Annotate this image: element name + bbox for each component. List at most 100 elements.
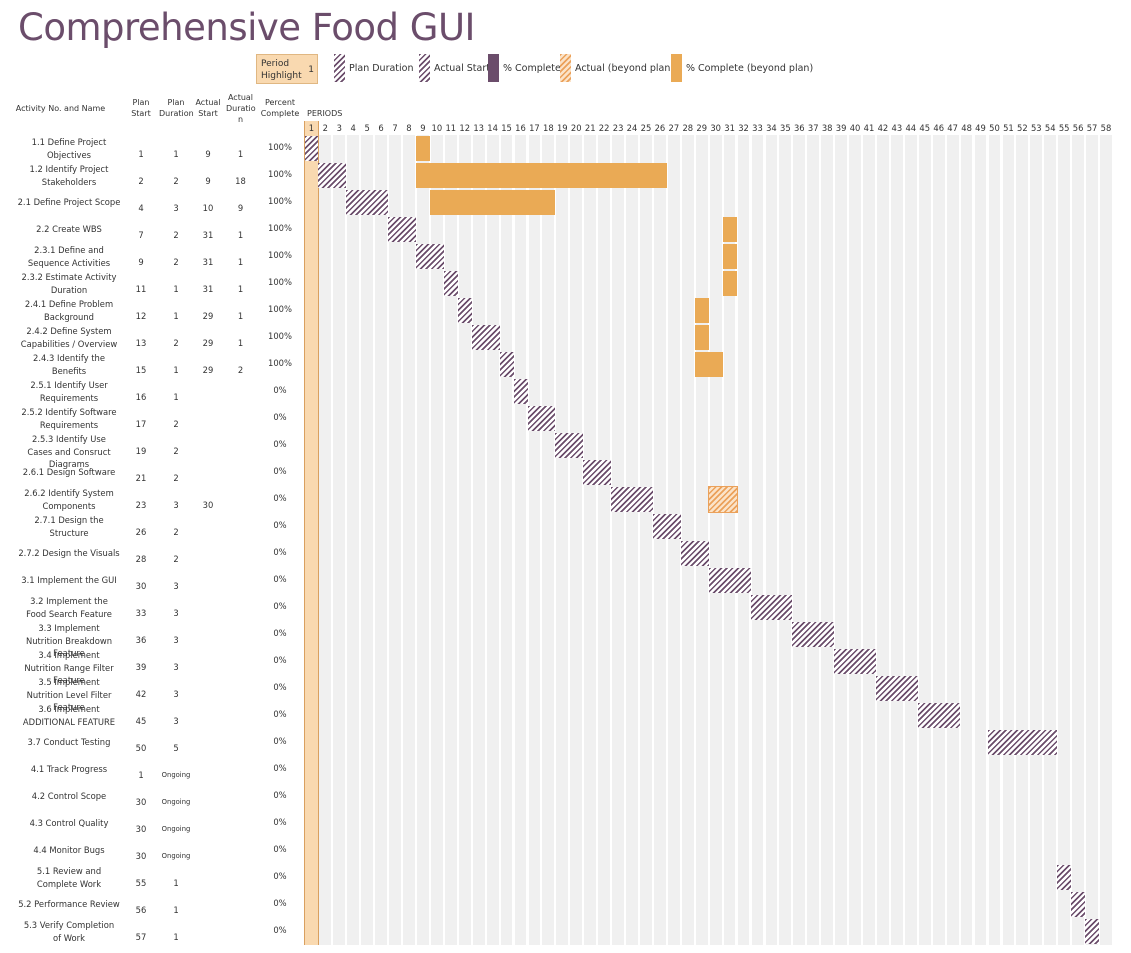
- activity-name: 1.1 Define Project Objectives: [31, 137, 107, 160]
- plan-duration-bar: [457, 298, 472, 323]
- plan-duration-value: 2: [173, 229, 179, 240]
- plan-duration-value: 2: [173, 553, 179, 564]
- plan-duration-bar: [680, 541, 709, 566]
- header-activity: Activity No. and Name: [15, 104, 106, 113]
- plan-start-value: 30: [135, 823, 147, 834]
- period-column: [821, 135, 834, 945]
- plan-duration-value: 3: [173, 715, 179, 726]
- activity-name: 3.6 Implement ADDITIONAL FEATURE: [22, 704, 116, 727]
- plan-duration-value: 1: [173, 310, 179, 321]
- period-number: 57: [1086, 123, 1098, 133]
- period-column: [709, 135, 722, 945]
- period-column: [918, 135, 931, 945]
- percent-complete-value: 0%: [273, 519, 287, 530]
- plan-start-value: 17: [135, 418, 147, 429]
- period-column: [444, 135, 457, 945]
- percent-complete-value: 100%: [268, 357, 292, 368]
- actual-duration-value: 1: [237, 283, 244, 294]
- plan-duration-value: 1: [173, 931, 179, 942]
- period-number: 28: [682, 123, 694, 133]
- plan-start-value: 30: [135, 850, 147, 861]
- plan-duration-value: 2: [173, 526, 179, 537]
- period-highlight-value[interactable]: 1: [308, 65, 314, 75]
- plan-duration-bar: [304, 136, 319, 161]
- percent-complete-value: 0%: [273, 843, 287, 854]
- period-highlight-label: Period Highlight: [261, 59, 302, 81]
- plan-duration-bar: [653, 514, 681, 539]
- activity-name: 2.4.2 Define System Capabilities / Overv…: [20, 326, 118, 349]
- header-periods: PERIODS: [307, 109, 343, 118]
- actual-duration-value: 1: [237, 229, 244, 240]
- period-number: 10: [431, 123, 443, 133]
- plan-duration-value: 3: [173, 202, 179, 213]
- actual-beyond-plan-bar: [707, 486, 738, 513]
- plan-start-value: 39: [135, 661, 147, 672]
- period-number: 5: [364, 123, 370, 133]
- plan-duration-bar: [388, 217, 416, 242]
- period-highlight-box[interactable]: Period Highlight 1: [256, 54, 318, 84]
- activity-name: 2.6.1 Design Software: [22, 466, 116, 477]
- period-number: 58: [1100, 123, 1112, 133]
- activity-name: 2.7.1 Design the Structure: [34, 515, 104, 538]
- plan-duration-value: 2: [173, 175, 179, 186]
- percent-complete-bar: [429, 190, 556, 215]
- period-column: [375, 135, 387, 945]
- plan-duration-value: Ongoing: [161, 770, 191, 779]
- plan-start-value: 30: [135, 796, 147, 807]
- period-column: [877, 135, 889, 945]
- period-column: [584, 135, 597, 945]
- activity-name: 5.1 Review and Complete Work: [36, 866, 102, 889]
- plan-duration-bar: [346, 190, 389, 215]
- legend-percent-complete-swatch: [488, 54, 499, 82]
- period-number: 25: [640, 123, 652, 133]
- period-number: 17: [529, 123, 540, 133]
- plan-duration-bar: [792, 622, 835, 647]
- activity-name: 2.5.2 Identify Software Requirements: [21, 407, 117, 430]
- period-column: [988, 135, 1001, 945]
- activity-name: 3.3 Implement Nutrition Breakdown Featur…: [25, 623, 113, 658]
- header-plan-start: Plan Start: [131, 98, 151, 118]
- plan-start-value: 23: [135, 499, 147, 510]
- activity-name: 2.2 Create WBS: [36, 223, 102, 234]
- actual-duration-value: 9: [237, 202, 244, 213]
- percent-complete-value: 100%: [268, 276, 292, 287]
- plan-start-value: 16: [135, 391, 147, 402]
- plan-duration-value: 3: [173, 607, 179, 618]
- period-column: [835, 135, 848, 945]
- plan-start-value: 13: [135, 337, 147, 348]
- activity-name: 2.1 Define Project Scope: [17, 196, 121, 207]
- plan-duration-value: Ongoing: [161, 851, 191, 860]
- period-column: [723, 135, 736, 945]
- period-column: [640, 135, 652, 945]
- period-number: 19: [556, 123, 568, 133]
- period-column: [807, 135, 820, 945]
- percent-complete-value: 0%: [273, 870, 287, 881]
- period-number: 42: [877, 123, 889, 133]
- plan-start-value: 45: [135, 715, 147, 726]
- percent-complete-value: 0%: [273, 924, 287, 935]
- activity-name: 3.1 Implement the GUI: [21, 574, 117, 585]
- period-column: [347, 135, 360, 945]
- period-column: [932, 135, 945, 945]
- plan-start-value: 1: [138, 769, 144, 780]
- activity-name: 3.2 Implement the Food Search Feature: [26, 596, 112, 619]
- plan-start-value: 19: [135, 445, 147, 456]
- period-number: 36: [793, 123, 805, 133]
- actual-start-value: 29: [202, 364, 214, 375]
- plan-start-value: 9: [138, 256, 144, 267]
- period-number: 45: [919, 123, 931, 133]
- plan-start-value: 11: [135, 283, 147, 294]
- plan-duration-value: 1: [173, 148, 179, 159]
- legend-plan-duration: Plan Duration: [349, 63, 414, 74]
- plan-duration-value: 3: [173, 688, 179, 699]
- period-number: 22: [598, 123, 610, 133]
- activity-name: 2.5.3 Identify Use Cases and Consruct Di…: [27, 434, 111, 469]
- period-column: [556, 135, 569, 945]
- period-number: 52: [1017, 123, 1028, 133]
- period-number: 30: [710, 123, 721, 133]
- plan-start-value: 33: [135, 607, 147, 618]
- legend-actual-start-swatch: [419, 54, 430, 82]
- percent-complete-bar: [416, 136, 430, 161]
- percent-complete-value: 100%: [268, 195, 292, 206]
- activity-name: 2.3.2 Estimate Activity Duration: [21, 272, 117, 295]
